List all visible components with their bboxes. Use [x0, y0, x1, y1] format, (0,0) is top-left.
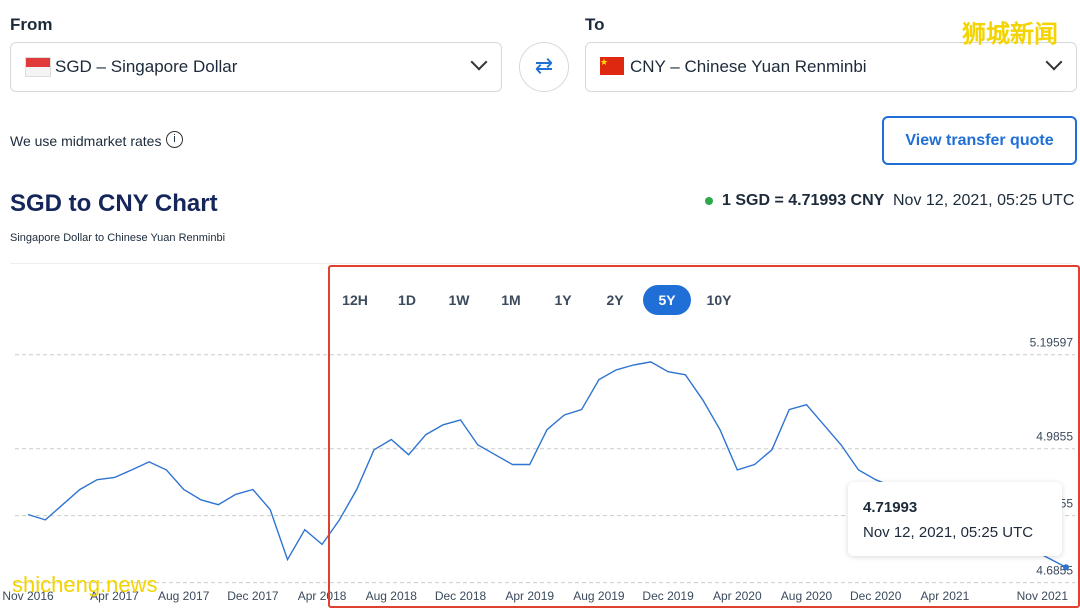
divider: [10, 263, 1072, 264]
flag-cn: ★: [600, 57, 624, 75]
to-currency: CNY – Chinese Yuan Renminbi: [630, 57, 867, 76]
current-time: Nov 12, 2021, 05:25 UTC: [893, 192, 1075, 209]
chevron: [470, 53, 488, 71]
to-select[interactable]: ★ CNY – Chinese Yuan Renminbi: [585, 42, 1077, 92]
y-tick-label: 4.9855: [1036, 430, 1073, 444]
flag-sg: [25, 57, 51, 77]
range-button[interactable]: 2Y: [606, 292, 624, 308]
x-tick-label: Nov 2021: [1017, 589, 1069, 603]
x-tick-label: Dec 2020: [850, 589, 902, 603]
x-tick-label: Apr 2021: [921, 589, 970, 603]
range-button[interactable]: 10Y: [706, 292, 732, 308]
from-currency: SGD – Singapore Dollar: [55, 57, 238, 76]
chart-title: SGD to CNY Chart: [10, 190, 218, 217]
range-button[interactable]: 1D: [398, 292, 416, 308]
watermark: 狮城新闻: [962, 21, 1058, 48]
x-tick-label: Dec 2018: [435, 589, 487, 603]
x-tick-label: Apr 2020: [713, 589, 762, 603]
range-button[interactable]: 5Y: [643, 285, 691, 315]
current-rate: 1 SGD = 4.71993 CNY: [722, 192, 885, 209]
range-selector: 12H 1D 1W 1M 1Y 2Y 5Y 10Y: [331, 285, 743, 315]
x-tick-label: Aug 2019: [573, 589, 625, 603]
range-button[interactable]: 12H: [342, 292, 368, 308]
from-select[interactable]: SGD – Singapore Dollar: [10, 42, 502, 92]
quote-button[interactable]: View transfer quote: [882, 116, 1077, 165]
rates-note: We use midmarket rates: [10, 133, 162, 149]
watermark-url: shicheng.news: [12, 572, 158, 597]
from-label: From: [10, 15, 53, 34]
chevron: [1045, 53, 1063, 71]
to-label: To: [585, 15, 605, 34]
x-tick-label: Aug 2018: [366, 589, 418, 603]
status-dot: [705, 197, 713, 205]
y-tick-label: 5.19597: [1030, 336, 1074, 350]
range-button[interactable]: 1Y: [554, 292, 572, 308]
highlight-box: [328, 265, 1080, 608]
tooltip-value: 4.71993: [863, 499, 918, 516]
chart-subtitle: Singapore Dollar to Chinese Yuan Renminb…: [10, 232, 226, 244]
range-button[interactable]: 1W: [448, 292, 470, 308]
x-tick-label: Nov 2016: [2, 589, 54, 603]
x-tick-label: Dec 2019: [642, 589, 694, 603]
info-icon[interactable]: i: [166, 131, 183, 148]
x-tick-label: Aug 2020: [781, 589, 833, 603]
tooltip-time: Nov 12, 2021, 05:25 UTC: [863, 524, 1034, 541]
x-tick-label: Apr 2019: [505, 589, 554, 603]
x-tick-label: Aug 2017: [158, 589, 210, 603]
range-button[interactable]: 1M: [501, 292, 521, 308]
x-tick-label: Apr 2017: [90, 589, 139, 603]
x-tick-label: Apr 2018: [298, 589, 347, 603]
swap-button[interactable]: ⇄: [519, 42, 569, 92]
tooltip: 4.71993 Nov 12, 2021, 05:25 UTC: [848, 482, 1062, 556]
x-tick-label: Dec 2017: [227, 589, 279, 603]
current-point: [1063, 564, 1069, 571]
